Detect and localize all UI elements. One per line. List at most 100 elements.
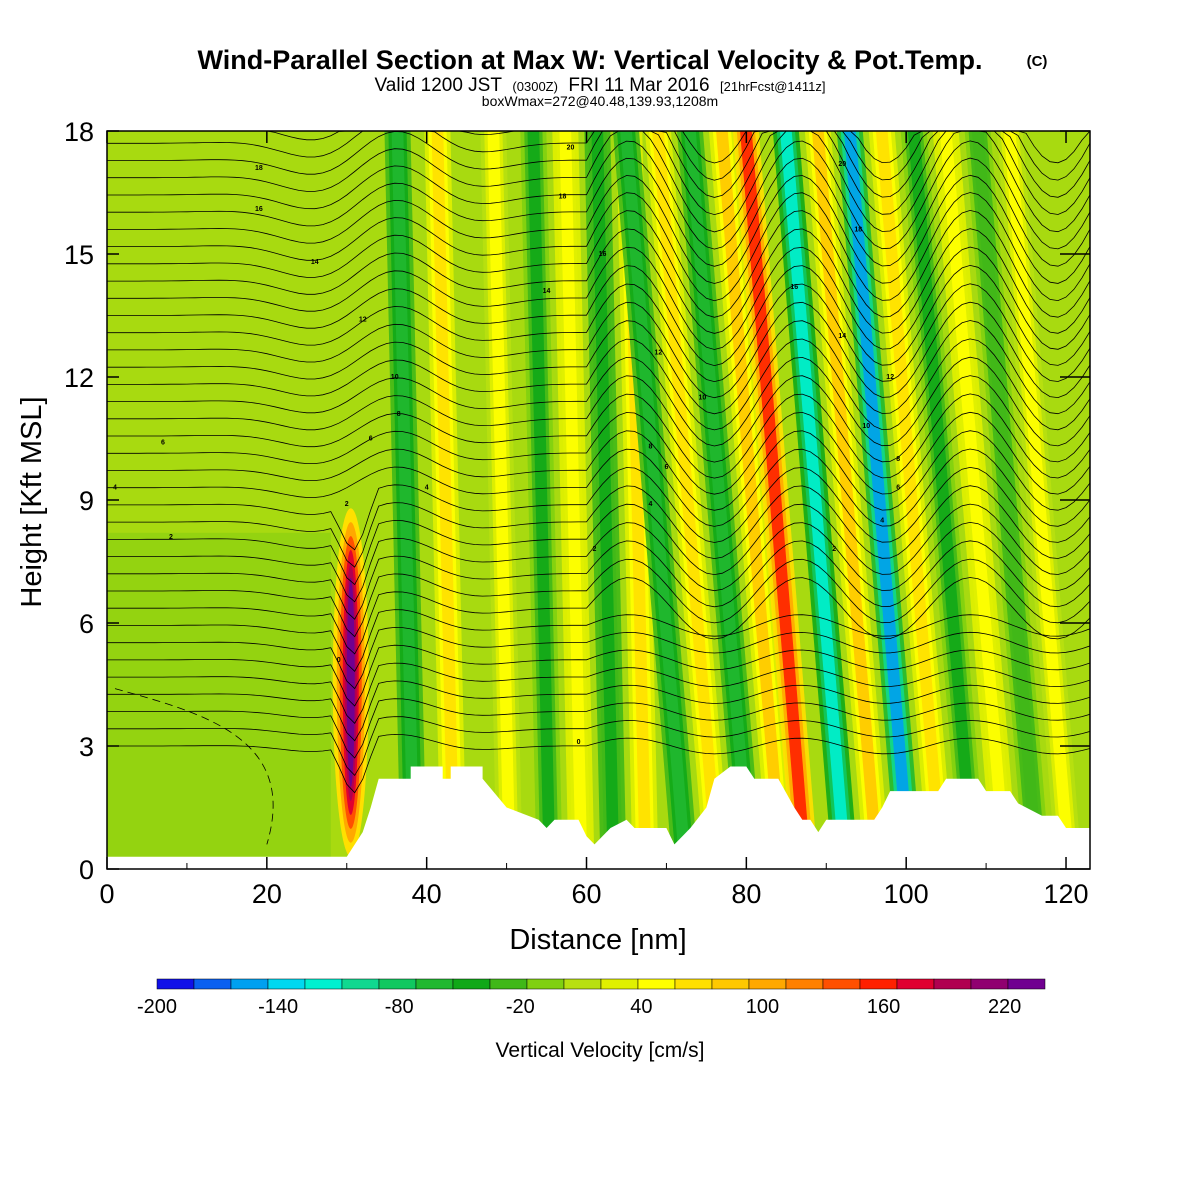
- theta-contour-label: 4: [648, 501, 652, 508]
- theta-contour: [107, 131, 1090, 198]
- theta-contour: [107, 733, 1090, 794]
- y-tick-label: 15: [64, 240, 94, 270]
- terrain: [107, 766, 1090, 869]
- y-axis-label: Height [Kft MSL]: [16, 396, 48, 607]
- theta-contour: [107, 338, 1090, 431]
- box-wmax-info: boxWmax=272@40.48,139.93,1208m: [482, 93, 718, 109]
- chart-subtitle: Valid 1200 JST (0300Z) FRI 11 Mar 2016 […: [375, 75, 826, 96]
- theta-contour: [107, 644, 1090, 707]
- velocity-band-layer: [716, 131, 788, 869]
- colorbar-segment: [341, 978, 380, 990]
- theta-contour: [107, 626, 1090, 690]
- theta-contour: [107, 356, 1090, 447]
- valid-prefix: Valid 1200 JST: [375, 75, 503, 96]
- y-tick-label: 3: [79, 732, 94, 762]
- colorbar-segment: [896, 978, 935, 990]
- theta-contour-label: 0: [577, 739, 581, 746]
- colorbar-segment: [674, 978, 713, 990]
- colorbar-segment: [748, 978, 787, 990]
- colorbar-segment: [822, 978, 861, 990]
- velocity-band-layer: [971, 131, 1043, 869]
- colorbar-segment: [859, 978, 898, 990]
- theta-contour-label: 14: [311, 259, 319, 266]
- velocity-band: [520, 131, 563, 869]
- colorbar-ticks: -200 -140 -80 -20 40 100 160 220: [137, 996, 1021, 1018]
- colorbar-segment: [230, 978, 269, 990]
- theta-contour: [107, 393, 1090, 479]
- theta-contour-label: 2: [832, 546, 836, 553]
- theta-contour-label: 16: [255, 206, 263, 213]
- theta-contour: [107, 521, 1090, 603]
- theta-contour-label: 6: [369, 436, 373, 443]
- colorbar-segment: [267, 978, 306, 990]
- y-tick-label: 12: [64, 363, 94, 393]
- colorbar-tick-label: 160: [867, 996, 900, 1018]
- colorbar-label: Vertical Velocity [cm/s]: [496, 1039, 705, 1062]
- colorbar-segment: [711, 978, 750, 990]
- x-tick-label: 60: [571, 879, 601, 909]
- valid-utc: (0300Z): [512, 79, 558, 94]
- theta-contour-label: 2: [593, 546, 597, 553]
- theta-contour-label: 6: [896, 485, 900, 492]
- theta-contour: [107, 577, 1090, 655]
- theta-contour: [107, 131, 1090, 216]
- theta-contour: [107, 466, 1090, 551]
- chart-title: Wind-Parallel Section at Max W: Vertical…: [198, 45, 983, 75]
- theta-contour-label: 12: [655, 349, 663, 356]
- colorbar-segment: [785, 978, 824, 990]
- theta-contour-label: 20: [567, 144, 575, 151]
- y-axis: 0 3 6 9 12 15 18: [64, 117, 1090, 885]
- theta-contour: [107, 301, 1090, 399]
- x-tick-label: 80: [731, 879, 761, 909]
- velocity-band-layer: [431, 131, 460, 869]
- colorbar-tick-label: 40: [630, 996, 652, 1018]
- theta-contour: [107, 558, 1090, 638]
- velocity-band: [584, 131, 627, 869]
- theta-contour-label: 18: [854, 226, 862, 233]
- velocity-band: [900, 131, 987, 869]
- colorbar: [156, 978, 1046, 990]
- x-tick-label: 100: [884, 879, 929, 909]
- velocity-band-layer: [939, 131, 1011, 869]
- colorbar-segment: [970, 978, 1009, 990]
- colorbar-tick-label: -140: [258, 996, 298, 1018]
- velocity-band-layer: [620, 131, 692, 869]
- velocity-band: [480, 131, 523, 869]
- colorbar-tick-label: 100: [746, 996, 779, 1018]
- velocity-band: [708, 131, 795, 869]
- velocity-bands: [107, 131, 1083, 869]
- terrain-profile: [107, 766, 1090, 869]
- colorbar-segment: [378, 978, 417, 990]
- theta-contour: [107, 264, 1090, 367]
- colorbar-segment: [1007, 978, 1046, 990]
- theta-contour-label: 14: [543, 288, 551, 295]
- theta-contour-label: 20: [838, 161, 846, 168]
- colorbar-segment: [600, 978, 639, 990]
- theta-contour: [107, 716, 1090, 777]
- velocity-band-layer: [391, 131, 420, 869]
- velocity-band: [772, 131, 859, 869]
- velocity-band: [613, 131, 699, 869]
- theta-contour: [107, 698, 1090, 759]
- theta-contour: [107, 192, 1090, 302]
- theta-contour-label: 10: [862, 423, 870, 430]
- theta-contour-label: 2: [169, 534, 173, 541]
- theta-contour-label: 12: [886, 374, 894, 381]
- theta-contour: [107, 131, 1090, 233]
- theta-contour-label: 0: [337, 657, 341, 664]
- theta-contour-label: 6: [161, 440, 165, 447]
- velocity-band: [676, 131, 763, 869]
- theta-contour-label: 4: [425, 485, 429, 492]
- theta-contour-label: 18: [559, 194, 567, 201]
- theta-contour: [107, 503, 1090, 586]
- theta-contour: [107, 157, 1090, 267]
- velocity-band-layer: [907, 131, 979, 869]
- chart-title-group: Wind-Parallel Section at Max W: Vertical…: [198, 45, 1048, 109]
- theta-contour-label: 10: [698, 395, 706, 402]
- theta-contour-label: 4: [113, 485, 117, 492]
- colorbar-segment: [563, 978, 602, 990]
- velocity-band: [996, 131, 1083, 869]
- velocity-band-layer: [875, 131, 948, 869]
